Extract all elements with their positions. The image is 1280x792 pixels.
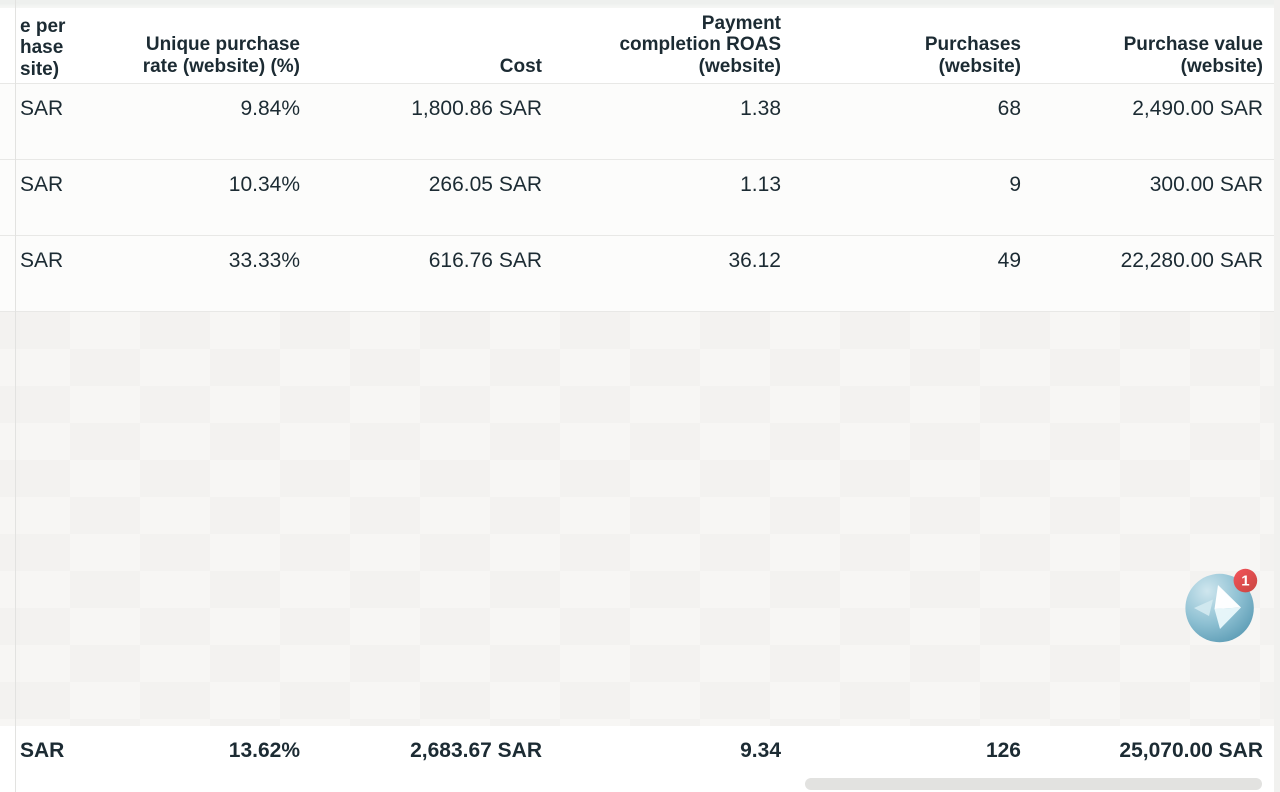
svg-text:1: 1 bbox=[1241, 573, 1249, 590]
